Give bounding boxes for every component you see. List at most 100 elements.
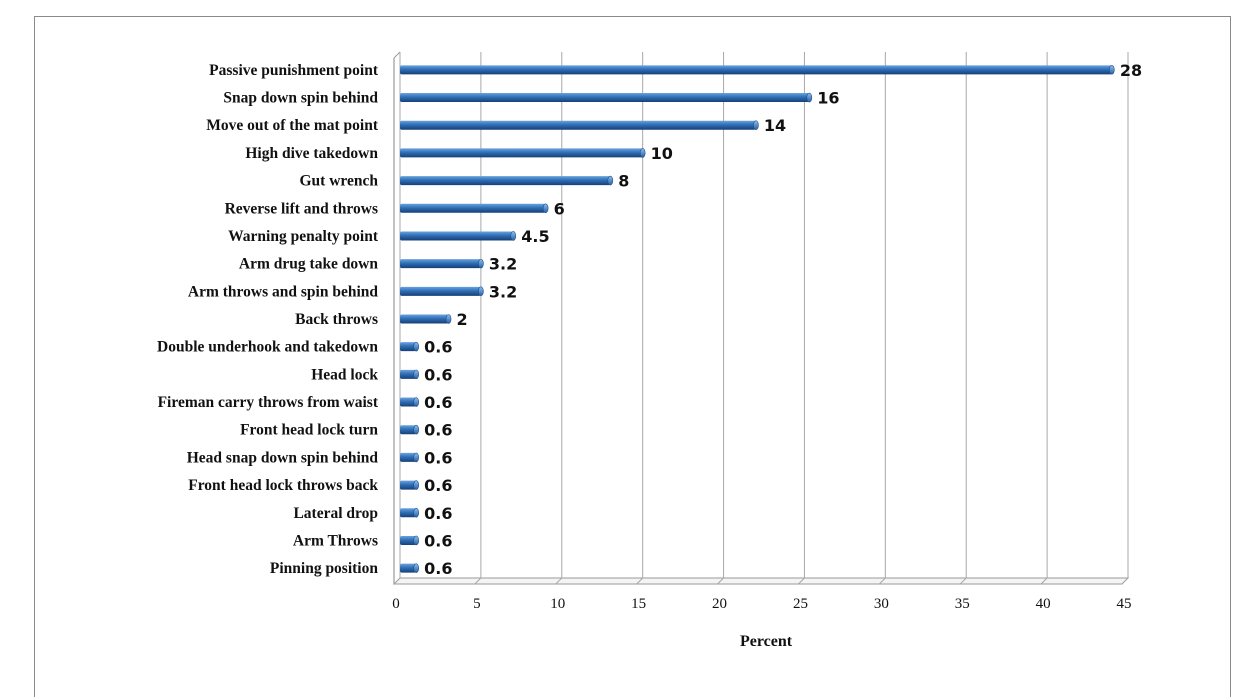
x-tick-label: 25 — [793, 596, 808, 612]
data-label: 3.2 — [489, 282, 517, 301]
bar-cap — [478, 286, 484, 297]
category-label: Double underhook and takedown — [157, 339, 378, 356]
bar-cap — [413, 369, 419, 380]
x-tick-label: 35 — [955, 596, 970, 612]
x-tick-label: 45 — [1117, 596, 1132, 612]
bar-cap — [607, 175, 614, 186]
bar-cap — [806, 92, 813, 103]
category-label: Gut wrench — [299, 173, 378, 190]
data-label: 0.6 — [424, 531, 452, 550]
category-label: Lateral drop — [293, 505, 378, 522]
category-label: Snap down spin behind — [223, 90, 378, 107]
bar-cap — [753, 120, 759, 131]
category-label: Front head lock throws back — [188, 477, 378, 494]
data-label: 10 — [651, 144, 673, 163]
bar-cap — [510, 231, 517, 241]
category-label: Arm Throws — [293, 532, 378, 549]
bar — [400, 425, 417, 435]
x-tick-label: 30 — [874, 596, 889, 612]
bar-cap — [413, 535, 419, 546]
data-label: 0.6 — [424, 476, 452, 495]
data-label: 0.6 — [424, 421, 452, 440]
bar — [400, 120, 756, 130]
data-label: 3.2 — [489, 255, 517, 274]
x-tick-label: 0 — [392, 596, 400, 612]
x-axis-title: Percent — [740, 633, 793, 650]
data-label: 4.5 — [521, 227, 549, 246]
data-label: 0.6 — [424, 559, 452, 578]
bar-cap — [542, 203, 549, 214]
data-label: 0.6 — [424, 504, 452, 523]
bar — [400, 508, 417, 518]
bar-cap — [445, 314, 452, 324]
gridline-floor — [1040, 577, 1048, 585]
bar-cap — [413, 452, 419, 463]
category-label: Arm drug take down — [239, 256, 378, 273]
category-label: High dive takedown — [245, 145, 378, 162]
bar-cap — [413, 507, 419, 518]
bar — [400, 535, 417, 545]
category-label: Fireman carry throws from waist — [158, 394, 379, 411]
category-label: Head snap down spin behind — [187, 449, 379, 466]
x-tick-label: 40 — [1036, 596, 1051, 612]
chart-frame — [34, 16, 1231, 697]
bar — [400, 259, 481, 269]
bar — [400, 397, 417, 407]
gridline-floor — [393, 577, 401, 585]
category-label: Back throws — [295, 311, 378, 328]
gridline-floor — [636, 577, 644, 585]
category-label: Reverse lift and throws — [225, 200, 378, 217]
gridline-floor — [959, 577, 967, 585]
gridline-floor — [474, 577, 482, 585]
bar — [400, 231, 514, 241]
bar-cap — [413, 424, 419, 435]
bar — [400, 480, 417, 490]
bar — [400, 369, 417, 379]
bar — [400, 314, 449, 324]
bar — [400, 286, 481, 296]
bar — [400, 452, 417, 462]
data-label: 28 — [1120, 61, 1142, 80]
bar-cap — [413, 341, 419, 352]
bar-cap — [639, 148, 646, 158]
data-label: 16 — [817, 89, 839, 108]
bar-cap — [478, 258, 484, 269]
bar — [400, 563, 417, 573]
category-label: Arm throws and spin behind — [188, 283, 378, 300]
gridline-floor — [555, 577, 563, 585]
x-tick-label: 10 — [550, 596, 565, 612]
gridline-floor — [878, 577, 886, 585]
y-axis-top-edge — [393, 51, 401, 59]
bar-cap — [413, 397, 419, 407]
bar — [400, 203, 546, 213]
x-tick-label: 20 — [712, 596, 727, 612]
bar — [400, 176, 611, 186]
data-label: 14 — [764, 116, 786, 135]
data-label: 0.6 — [424, 448, 452, 467]
bar-cap — [413, 563, 419, 573]
bar-chart: 0 5 10 15 20 25 30 35 40 45 Passive punishment poi… — [157, 51, 1142, 650]
category-label: Passive punishment point — [209, 62, 379, 79]
data-label: 0.6 — [424, 393, 452, 412]
bar — [400, 65, 1112, 75]
x-tick-label: 5 — [473, 596, 481, 612]
data-label: 8 — [618, 172, 629, 191]
category-label: Warning penalty point — [228, 228, 379, 245]
data-label: 0.6 — [424, 338, 452, 357]
bar — [400, 93, 810, 103]
gridline-floor — [717, 577, 724, 585]
gridline-floor — [1121, 577, 1129, 585]
bar-cap — [413, 480, 419, 490]
bar — [400, 342, 417, 352]
gridline-floor — [798, 577, 805, 585]
data-label: 0.6 — [424, 365, 452, 384]
chart-floor — [392, 577, 1130, 585]
bar-cap — [1109, 65, 1115, 75]
category-label: Front head lock turn — [240, 422, 378, 439]
category-label: Pinning position — [270, 560, 378, 577]
data-label: 6 — [554, 199, 565, 218]
x-tick-label: 15 — [631, 596, 646, 612]
category-label: Move out of the mat point — [206, 117, 379, 134]
data-label: 2 — [457, 310, 468, 329]
bar — [400, 148, 643, 158]
